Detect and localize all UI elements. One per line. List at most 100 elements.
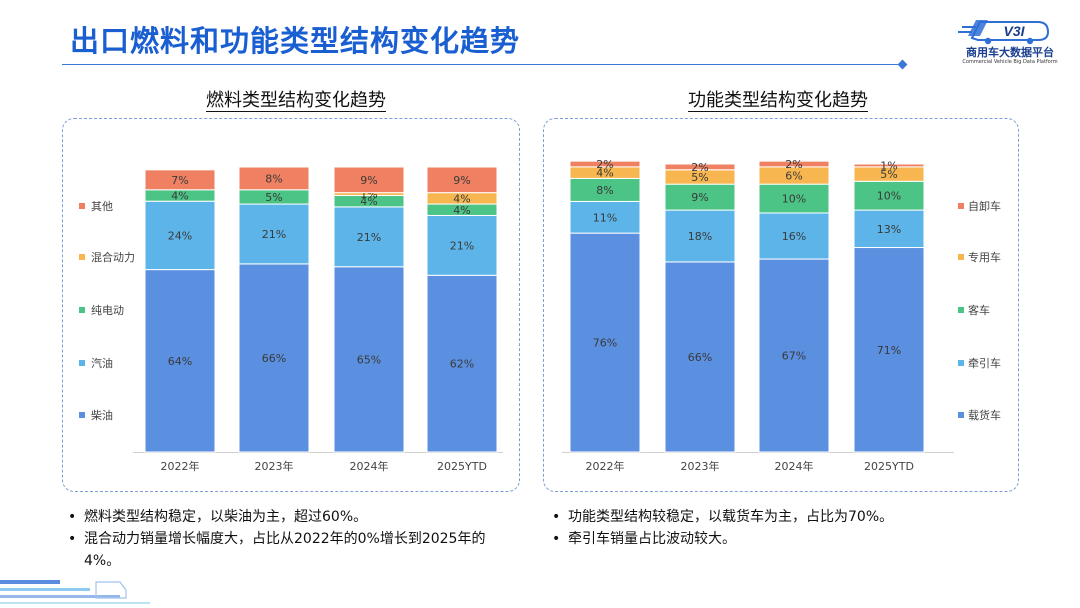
- bar-segment: [238, 166, 310, 191]
- data-label: 13%: [877, 223, 901, 236]
- bar-segment: [853, 163, 925, 168]
- data-label: 1%: [880, 159, 897, 172]
- data-label: 18%: [688, 230, 712, 243]
- logo-mark: V3I: [1003, 23, 1025, 39]
- platform-logo: V3I 商用车大数据平台 Commercial Vehicle Big Data…: [958, 12, 1062, 68]
- data-label: 4%: [453, 192, 470, 205]
- legend-swatch: [79, 254, 85, 260]
- legend-swatch: [958, 307, 964, 313]
- bar-segment: [664, 209, 736, 263]
- truck-logo-icon: V3I: [958, 20, 1050, 45]
- x-tick-label: 2024年: [775, 459, 814, 473]
- fuel-chart: 64%24%4%7%2022年66%21%5%8%2023年65%21%4%1%…: [79, 166, 503, 473]
- data-label: 4%: [360, 195, 377, 208]
- bar-segment: [853, 247, 925, 453]
- data-label: 4%: [596, 167, 613, 180]
- bar-segment: [758, 183, 830, 214]
- data-label: 4%: [453, 204, 470, 217]
- x-tick-label: 2023年: [255, 459, 294, 473]
- bar-segment: [758, 160, 830, 168]
- data-label: 10%: [877, 190, 901, 203]
- data-label: 66%: [262, 352, 286, 365]
- legend-label: 柴油: [91, 408, 113, 422]
- data-label: 9%: [360, 174, 377, 187]
- bar-segment: [238, 263, 310, 453]
- function-notes: 功能类型结构较稳定，以载货车为主，占比为70%。 牵引车销量占比波动较大。: [550, 506, 1010, 550]
- x-tick-label: 2025YTD: [437, 460, 487, 473]
- legend-swatch: [79, 307, 85, 313]
- x-tick-label: 2022年: [586, 459, 625, 473]
- legend-label: 其他: [91, 200, 113, 213]
- title-divider: [62, 64, 904, 65]
- function-note: 牵引车销量占比波动较大。: [550, 528, 1010, 550]
- x-tick-label: 2025YTD: [864, 460, 914, 473]
- data-label: 10%: [782, 193, 806, 206]
- x-tick-label: 2024年: [350, 459, 389, 473]
- legend-label: 载货车: [968, 408, 1001, 422]
- data-label: 21%: [262, 228, 286, 241]
- bar-segment: [333, 266, 405, 453]
- legend-label: 专用车: [968, 250, 1001, 264]
- data-label: 2%: [596, 158, 613, 171]
- data-label: 7%: [171, 174, 188, 187]
- function-chart-panel: 76% 11% 8% 4% 2% 2022年 66% 18% 9% 5% 2% 2023年 67% 16%…: [543, 118, 1019, 492]
- fuel-chart-title: 燃料类型结构变化趋势: [206, 90, 386, 111]
- legend-swatch: [958, 360, 964, 366]
- bar-segment: [144, 169, 216, 191]
- data-label: 65%: [357, 353, 381, 366]
- title-divider-tip: [897, 59, 908, 70]
- bar-segment: [664, 261, 736, 453]
- bar-segment: [853, 209, 925, 249]
- legend-swatch: [958, 412, 964, 418]
- data-label: 11%: [593, 211, 617, 224]
- legend-swatch: [958, 203, 964, 209]
- bar-segment: [569, 200, 641, 234]
- fuel-notes: 燃料类型结构稳定，以柴油为主，超过60%。 混合动力销量增长幅度大，占比从202…: [66, 506, 521, 572]
- data-label: 2%: [691, 161, 708, 174]
- data-label: 21%: [450, 239, 474, 252]
- legend-label: 自卸车: [968, 199, 1001, 213]
- bar-segment: [426, 166, 498, 194]
- legend-swatch: [958, 254, 964, 260]
- logo-name: 商用车大数据平台: [966, 46, 1054, 59]
- legend-label: 牵引车: [968, 356, 1001, 370]
- decorative-truck-lines: [0, 580, 150, 604]
- legend-swatch: [79, 360, 85, 366]
- bar-segment: [758, 258, 830, 453]
- data-label: 8%: [265, 172, 282, 185]
- data-label: 67%: [782, 350, 806, 363]
- data-label: 9%: [691, 191, 708, 204]
- data-label: 8%: [596, 184, 613, 197]
- function-chart: 76%11%8%4%2%2022年66%18%9%5%2%2023年67%16%…: [562, 158, 1001, 473]
- fuel-chart-panel: 64% 24% 4% 7% 2022年 66% 21% 5% 8% 2023年 65% 21% 4% 1%…: [62, 118, 520, 492]
- data-label: 21%: [357, 231, 381, 244]
- legend-label: 纯电动: [91, 304, 124, 317]
- data-label: 76%: [593, 337, 617, 350]
- data-label: 71%: [877, 344, 901, 357]
- data-label: 6%: [785, 170, 802, 183]
- x-tick-label: 2022年: [161, 459, 200, 473]
- legend-swatch: [79, 412, 85, 418]
- bar-segment: [333, 166, 405, 194]
- data-label: 16%: [782, 230, 806, 243]
- legend-label: 汽油: [91, 356, 113, 370]
- data-label: 5%: [880, 168, 897, 181]
- logo-subtext: Commercial Vehicle Big Data Platform: [962, 59, 1058, 65]
- bar-segment: [664, 163, 736, 171]
- legend-label: 混合动力: [91, 250, 135, 264]
- data-label: 64%: [168, 355, 192, 368]
- function-chart-title: 功能类型结构变化趋势: [688, 90, 868, 111]
- bar-segment: [664, 183, 736, 211]
- data-label: 62%: [450, 358, 474, 371]
- function-note: 功能类型结构较稳定，以载货车为主，占比为70%。: [550, 506, 1010, 528]
- bar-segment: [426, 274, 498, 453]
- x-tick-label: 2023年: [681, 459, 720, 473]
- bar-segment: [333, 206, 405, 268]
- data-label: 2%: [785, 158, 802, 171]
- bar-segment: [569, 232, 641, 453]
- legend-swatch: [79, 203, 85, 209]
- data-label: 24%: [168, 229, 192, 242]
- page-title: 出口燃料和功能类型结构变化趋势: [70, 24, 521, 58]
- data-label: 66%: [688, 351, 712, 364]
- bar-segment: [569, 160, 641, 168]
